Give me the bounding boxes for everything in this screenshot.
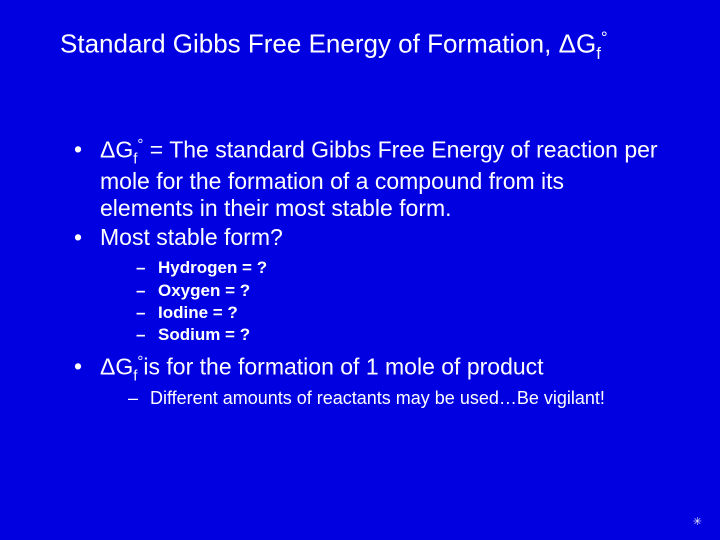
bullet-g: G [115,137,133,163]
title-g: G [576,29,596,59]
bullet-text: = The standard Gibbs Free Energy of reac… [100,137,658,221]
bullet-text: Most stable form? [100,224,283,250]
bullet-item: ΔGf° = The standard Gibbs Free Energy of… [74,136,660,222]
sub-text: Oxygen = ? [158,281,250,300]
bullet-list: ΔGf° = The standard Gibbs Free Energy of… [60,136,660,410]
sub-item: Oxygen = ? [136,280,660,302]
slide: Standard Gibbs Free Energy of Formation,… [0,0,720,540]
bullet-delta: Δ [100,137,115,163]
title-sup-o: ° [601,28,608,47]
sub-item: Sodium = ? [136,324,660,346]
bullet-item: ΔGf°is for the formation of 1 mole of pr… [74,353,660,410]
bullet-item: Most stable form? Hydrogen = ? Oxygen = … [74,224,660,347]
sub-text: Iodine = ? [158,303,238,322]
title-text: Standard Gibbs Free Energy of Formation, [60,29,559,59]
bullet-delta: Δ [100,354,115,380]
sub-item-2: Different amounts of reactants may be us… [128,387,660,410]
sub-list: Hydrogen = ? Oxygen = ? Iodine = ? Sodiu… [100,257,660,347]
sub-list-2: Different amounts of reactants may be us… [100,387,660,410]
bullet-g: G [115,354,133,380]
page-marker: ✳ [693,515,702,528]
sub-item: Iodine = ? [136,302,660,324]
sub-item: Hydrogen = ? [136,257,660,279]
sub-text: Sodium = ? [158,325,250,344]
title-delta: Δ [559,29,576,59]
sub-text-2: Different amounts of reactants may be us… [150,388,605,408]
bullet-text: is for the formation of 1 mole of produc… [143,354,543,380]
slide-title: Standard Gibbs Free Energy of Formation,… [60,28,660,64]
sub-text: Hydrogen = ? [158,258,267,277]
